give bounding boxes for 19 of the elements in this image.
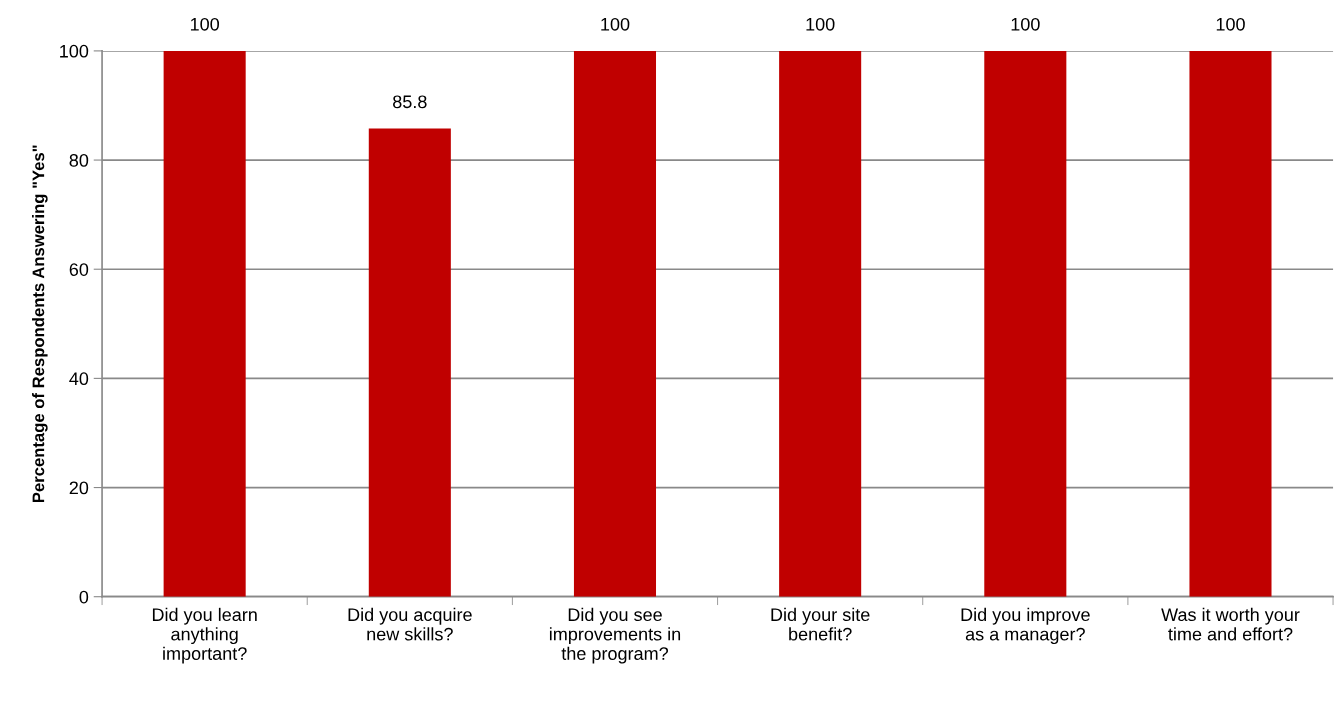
data-label: 100 [601, 17, 630, 31]
y-tick-label: 0 [79, 590, 89, 604]
x-tick-label: Did you acquire new skills? [348, 607, 472, 641]
x-tick-label: Did you see improvements in the program? [549, 607, 681, 664]
y-tick-label: 80 [69, 154, 89, 167]
data-label: 100 [806, 17, 835, 31]
x-tick-label: Was it worth your time and effort? [1161, 607, 1300, 641]
data-label: 100 [1216, 17, 1245, 31]
x-tick-label: Did your site benefit? [771, 607, 870, 641]
data-label: 100 [190, 17, 220, 31]
x-tick-label: Did you improve as a manager? [961, 607, 1090, 645]
y-tick-label: 100 [60, 44, 89, 58]
y-axis-title: Percentage of Respondents Answering "Yes" [32, 145, 48, 503]
y-tick-label: 20 [69, 481, 89, 495]
data-label: 85.8 [393, 95, 427, 109]
y-tick-label: 40 [69, 372, 89, 386]
data-label: 100 [1011, 17, 1040, 31]
x-tick-label: Did you learn anything important? [152, 607, 257, 664]
y-tick-label: 60 [69, 263, 89, 276]
